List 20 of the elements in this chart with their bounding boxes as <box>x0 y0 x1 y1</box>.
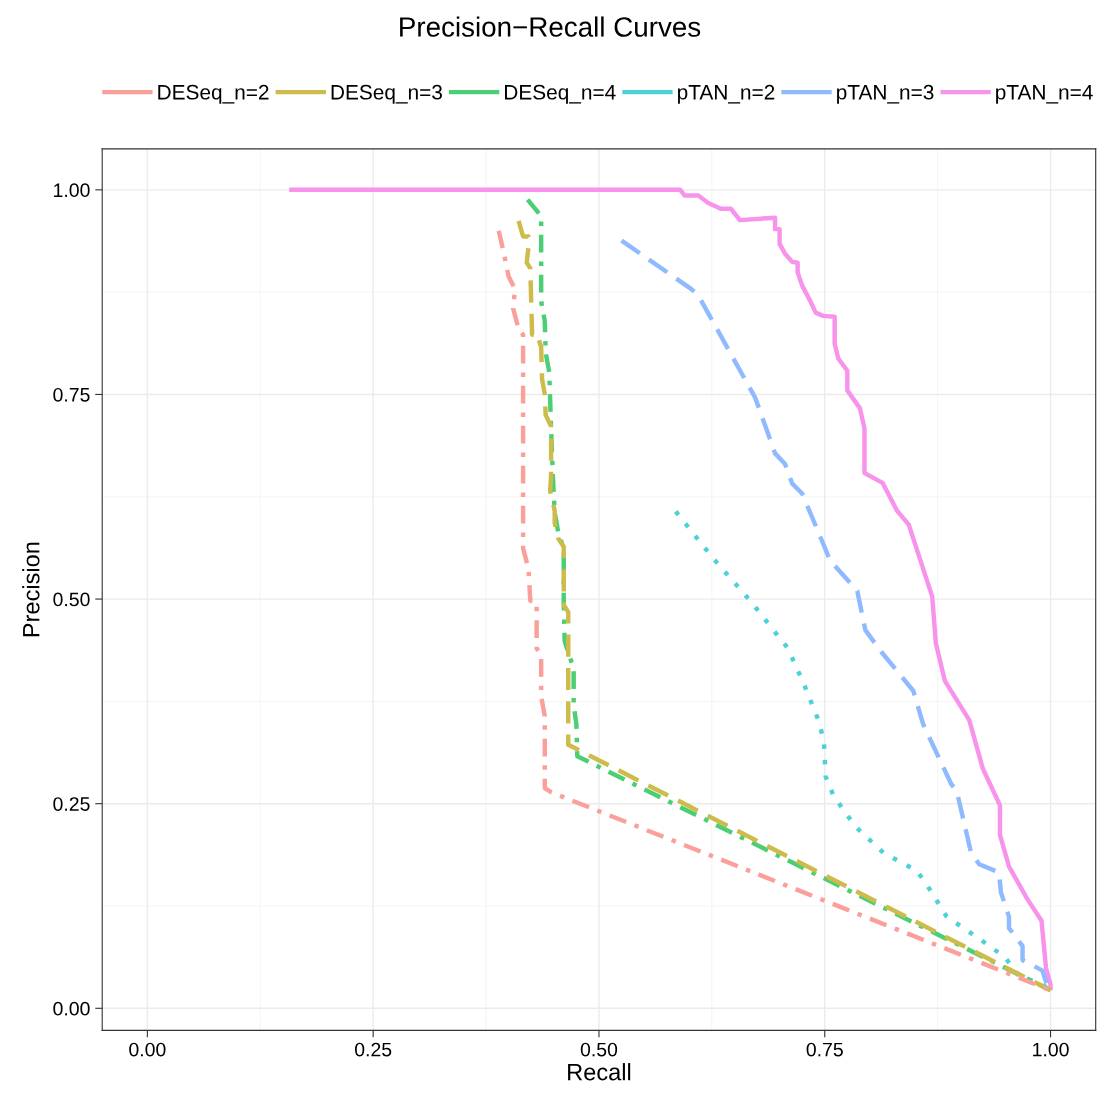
y-axis-title: Precision <box>22 542 40 637</box>
y-tick-label: 0.00 <box>53 1001 90 1016</box>
y-tick-label: 0.75 <box>53 387 90 402</box>
legend-label: DESeq_n=3 <box>331 84 442 104</box>
y-tick-label: 0.50 <box>53 592 90 607</box>
legend-label: DESeq_n=2 <box>158 84 269 104</box>
x-tick-label: 0.25 <box>355 1042 392 1057</box>
chart-title: Precision−Recall Curves <box>400 16 701 37</box>
x-tick-label: 1.00 <box>1033 1042 1069 1057</box>
legend-label: pTAN_n=2 <box>677 84 775 104</box>
legend-label: DESeq_n=4 <box>505 84 616 104</box>
x-axis-title: Recall <box>568 1063 631 1081</box>
legend-label: pTAN_n=3 <box>837 84 934 104</box>
y-tick-label: 0.25 <box>53 797 90 811</box>
legend-label: pTAN_n=4 <box>996 85 1093 104</box>
x-tick-label: 0.00 <box>129 1042 166 1057</box>
x-tick-label: 0.75 <box>806 1042 843 1057</box>
line-series <box>286 187 1053 993</box>
y-tick-label: 1.00 <box>54 183 90 198</box>
x-tick-label: 0.50 <box>580 1042 618 1057</box>
